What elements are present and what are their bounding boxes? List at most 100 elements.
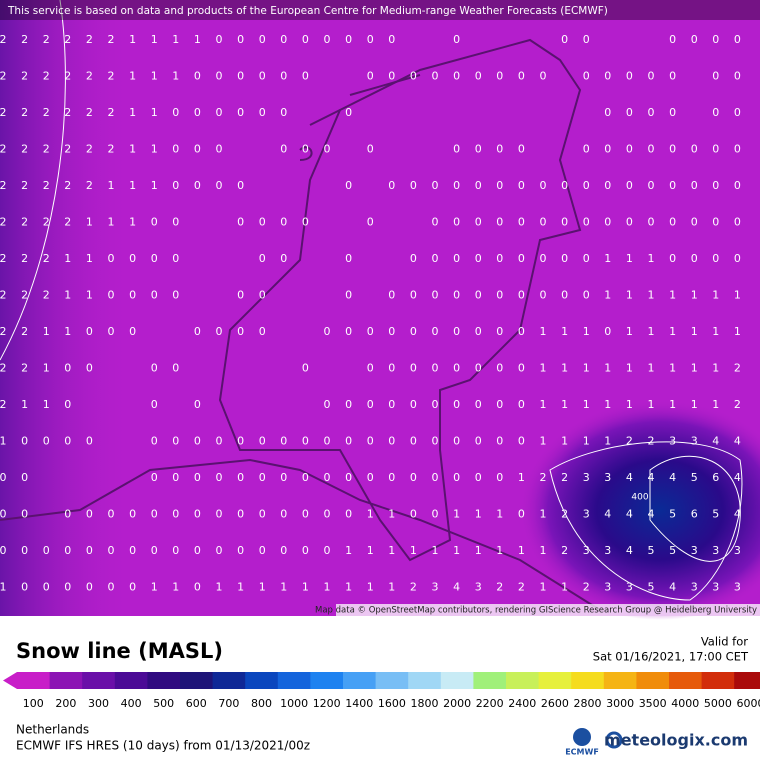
grid-value: 0 — [302, 435, 309, 448]
grid-value: 0 — [302, 471, 309, 484]
grid-value: 1 — [648, 398, 655, 411]
grid-value: 0 — [259, 70, 266, 83]
grid-value: 0 — [194, 508, 201, 521]
grid-value: 2 — [0, 252, 7, 265]
grid-value: 0 — [367, 471, 374, 484]
grid-value: 0 — [21, 471, 28, 484]
bar-label: 2800 — [574, 697, 602, 710]
grid-value: 2 — [561, 508, 568, 521]
grid-value: 0 — [669, 70, 676, 83]
grid-value: 0 — [734, 70, 741, 83]
grid-value: 0 — [172, 252, 179, 265]
grid-value: 0 — [475, 70, 482, 83]
grid-value: 0 — [108, 325, 115, 338]
grid-value: 0 — [302, 508, 309, 521]
grid-value: 1 — [475, 544, 482, 557]
grid-value: 3 — [432, 581, 439, 594]
grid-value: 0 — [388, 435, 395, 448]
grid-value: 4 — [648, 508, 655, 521]
grid-value: 1 — [367, 544, 374, 557]
grid-value: 0 — [367, 143, 374, 156]
bar-label: 2200 — [476, 697, 504, 710]
grid-value: 1 — [669, 325, 676, 338]
grid-value: 0 — [324, 143, 331, 156]
grid-value: 5 — [712, 508, 719, 521]
grid-value: 0 — [280, 508, 287, 521]
grid-value: 0 — [583, 143, 590, 156]
grid-value: 1 — [172, 70, 179, 83]
grid-value: 0 — [669, 106, 676, 119]
grid-value: 4 — [626, 544, 633, 557]
grid-value: 0 — [583, 252, 590, 265]
map: This service is based on data and produc… — [0, 0, 760, 620]
grid-value: 0 — [453, 33, 460, 46]
bar-label: 600 — [186, 697, 207, 710]
grid-value: 0 — [453, 252, 460, 265]
grid-value: 0 — [712, 33, 719, 46]
grid-value: 1 — [561, 325, 568, 338]
grid-value: 0 — [151, 398, 158, 411]
grid-value: 0 — [367, 398, 374, 411]
grid-value: 0 — [302, 362, 309, 375]
bar-swatch — [147, 672, 180, 689]
grid-value: 0 — [367, 70, 374, 83]
grid-value: 1 — [691, 289, 698, 302]
grid-value: 2 — [108, 143, 115, 156]
grid-value: 0 — [734, 106, 741, 119]
grid-value: 0 — [367, 33, 374, 46]
grid-value: 0 — [540, 70, 547, 83]
grid-value: 1 — [604, 362, 611, 375]
grid-value: 0 — [453, 471, 460, 484]
grid-value: 2 — [410, 581, 417, 594]
grid-value: 0 — [734, 33, 741, 46]
grid-value: 1 — [388, 544, 395, 557]
grid-value: 1 — [194, 33, 201, 46]
grid-value: 2 — [21, 106, 28, 119]
grid-value: 0 — [669, 252, 676, 265]
grid-value: 0 — [64, 435, 71, 448]
grid-value: 0 — [324, 471, 331, 484]
grid-value: 0 — [0, 544, 7, 557]
grid-value: 0 — [21, 508, 28, 521]
grid-value: 0 — [712, 252, 719, 265]
grid-value: 0 — [194, 106, 201, 119]
grid-value: 2 — [561, 471, 568, 484]
grid-value: 0 — [345, 179, 352, 192]
grid-value: 1 — [237, 581, 244, 594]
grid-value: 0 — [194, 179, 201, 192]
grid-value: 1 — [669, 362, 676, 375]
grid-value: 5 — [669, 544, 676, 557]
grid-value: 0 — [475, 179, 482, 192]
grid-value: 3 — [691, 544, 698, 557]
grid-value: 0 — [345, 435, 352, 448]
grid-value: 0 — [237, 471, 244, 484]
grid-value: 1 — [43, 362, 50, 375]
contour-label: 400 — [631, 493, 648, 503]
bar-label: 1600 — [378, 697, 406, 710]
grid-value: 1 — [324, 581, 331, 594]
grid-value: 1 — [0, 435, 7, 448]
grid-value: 0 — [324, 325, 331, 338]
grid-value: 0 — [388, 398, 395, 411]
grid-value: 4 — [734, 471, 741, 484]
grid-value: 2 — [0, 398, 7, 411]
grid-value: 0 — [237, 508, 244, 521]
bar-swatch — [82, 672, 115, 689]
grid-value: 1 — [604, 398, 611, 411]
grid-value: 0 — [302, 70, 309, 83]
valid-label: Valid for — [701, 635, 748, 649]
grid-value: 0 — [518, 216, 525, 229]
grid-value: 0 — [237, 435, 244, 448]
grid-value: 0 — [604, 325, 611, 338]
grid-value: 5 — [669, 508, 676, 521]
grid-value: 1 — [561, 362, 568, 375]
grid-value: 0 — [86, 435, 93, 448]
grid-value: 2 — [518, 581, 525, 594]
grid-value: 0 — [496, 289, 503, 302]
bar-label: 6000 — [737, 697, 760, 710]
grid-value: 1 — [496, 544, 503, 557]
grid-value: 0 — [712, 70, 719, 83]
grid-value: 0 — [129, 581, 136, 594]
grid-value: 1 — [129, 33, 136, 46]
grid-value: 3 — [604, 544, 611, 557]
